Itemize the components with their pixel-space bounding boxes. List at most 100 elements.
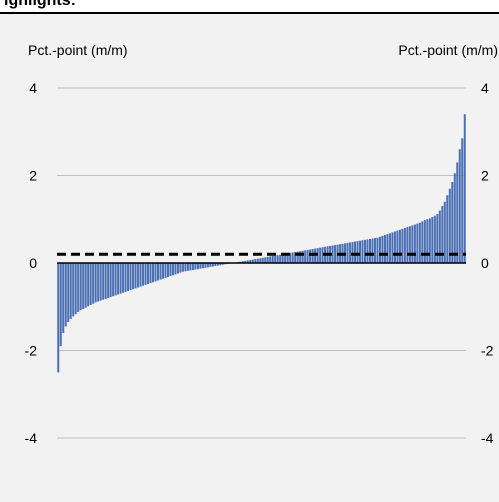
bar [161,263,164,279]
bar [359,240,362,263]
bar [284,253,287,263]
bar [368,238,371,263]
bar [396,230,399,264]
bar [364,239,366,263]
bar [451,182,454,263]
bar [361,240,364,263]
bar [87,263,90,307]
bar [189,263,192,271]
bar [321,247,324,263]
bar [306,249,309,264]
bar [271,256,274,263]
bar [269,256,272,263]
bar [89,263,92,305]
bar [171,263,174,276]
chart-title: ighlights: [4,0,76,9]
bar [102,263,105,300]
bar [191,263,194,270]
bar [456,162,459,264]
bar [94,263,97,303]
bar [84,263,87,308]
bar [373,238,376,263]
bar [169,263,172,277]
bar [254,259,257,263]
bar [201,263,204,269]
bar [461,138,464,263]
bar [134,263,137,289]
bar [117,263,120,295]
bar [69,263,72,319]
bar [176,263,179,274]
bar [179,263,182,273]
bar [413,224,416,263]
bar [92,263,95,304]
bar [137,263,140,288]
bar [411,225,414,264]
bar [164,263,167,278]
title-rule [0,12,499,14]
bar [109,263,112,298]
bar [209,263,212,267]
y-tick-label-left: 0 [29,255,37,271]
bar [301,250,304,263]
bar [186,263,189,271]
bar [219,263,222,266]
y-tick-label-right: 0 [481,255,489,271]
y-tick-label-left: -4 [25,430,38,446]
bar [157,263,160,281]
bar [309,249,312,263]
bar [79,263,82,311]
bar [453,173,456,263]
bar [159,263,162,280]
bar [62,263,65,333]
bar [112,263,115,297]
bar [446,195,449,263]
bar [346,242,349,264]
bar [142,263,145,286]
bar [174,263,177,275]
bar [376,237,379,264]
bar [244,260,247,263]
bar [72,263,75,317]
bar [122,263,125,293]
bar [381,235,384,264]
bar [391,232,394,264]
bar [299,251,302,263]
bar [294,252,297,263]
bar [266,256,269,264]
bar [67,263,70,323]
bar [132,263,135,290]
bar [147,263,150,284]
bar [431,217,434,263]
bar [448,188,451,264]
bar [354,241,357,263]
bar [314,248,317,263]
bar [77,263,80,312]
bar [436,214,439,263]
bar [433,215,436,263]
y-axis-label-left: Pct.-point (m/m) [28,42,128,58]
bar [196,263,199,270]
bar [356,241,359,264]
bar [438,210,441,263]
bar [221,263,224,265]
bar [216,263,219,266]
bar [311,249,314,263]
bar [403,228,406,263]
bar [264,257,267,263]
bar [211,263,214,267]
bar [261,257,264,263]
bar [144,263,147,285]
bar [383,235,386,263]
bar [127,263,130,291]
bar [259,258,262,263]
bar [124,263,127,292]
bar [279,254,282,263]
bar [428,218,431,264]
bar [74,263,77,315]
title-area: ighlights: [0,0,499,12]
bar [57,263,60,373]
bar [114,263,117,296]
